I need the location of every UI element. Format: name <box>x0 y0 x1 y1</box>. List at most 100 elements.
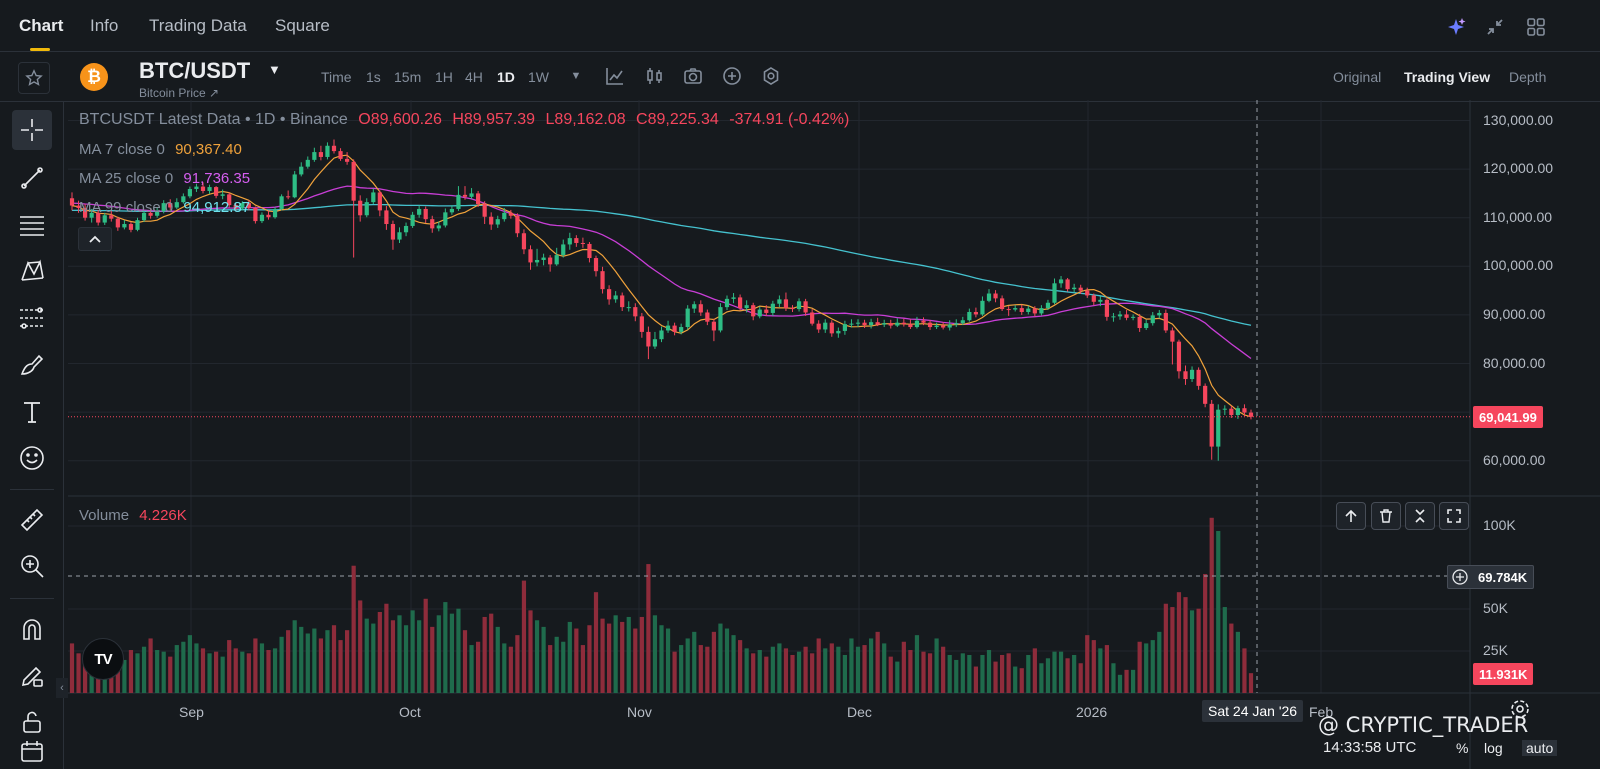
ai-sparkle-icon[interactable] <box>1444 15 1468 39</box>
lock-tool[interactable] <box>12 702 52 742</box>
candle-body <box>738 297 743 309</box>
tradingview-logo[interactable]: TV <box>82 638 124 680</box>
camera-icon[interactable] <box>683 66 703 86</box>
settings-gear-icon[interactable] <box>761 66 781 86</box>
interval-1s[interactable]: 1s <box>366 69 381 85</box>
pattern-tool[interactable] <box>12 251 52 291</box>
axis-settings-gear-icon[interactable] <box>1509 698 1531 725</box>
interval-1w[interactable]: 1W <box>528 69 549 85</box>
auto-scale-toggle[interactable]: auto <box>1522 740 1558 756</box>
candle-body <box>888 323 893 326</box>
volume-bar <box>541 626 546 693</box>
favorite-star-button[interactable] <box>18 62 50 94</box>
collapse-arrows-icon[interactable] <box>1483 15 1507 39</box>
bitcoin-price-link[interactable]: Bitcoin Price ↗ <box>139 86 220 100</box>
time-tick-label: Oct <box>399 704 421 720</box>
tab-trading-data[interactable]: Trading Data <box>149 16 247 35</box>
volume-bar <box>1235 631 1240 693</box>
horizontal-lines-tool[interactable] <box>12 205 52 245</box>
collapse-legend-button[interactable] <box>78 227 112 251</box>
volume-bar <box>122 659 127 693</box>
volume-bar <box>561 641 566 693</box>
volume-bar <box>908 650 913 693</box>
volume-bar <box>554 636 559 693</box>
crosshair-tool[interactable] <box>12 110 52 150</box>
volume-bar <box>345 630 350 693</box>
interval-1d[interactable]: 1D <box>497 69 515 85</box>
collapse-pane-button[interactable] <box>1405 502 1435 530</box>
candle-body <box>973 311 978 315</box>
tab-info[interactable]: Info <box>90 16 119 35</box>
interval-1h[interactable]: 1H <box>435 69 453 85</box>
view-original[interactable]: Original <box>1333 69 1382 85</box>
log-scale-toggle[interactable]: log <box>1484 740 1503 756</box>
interval-4h[interactable]: 4H <box>465 69 483 85</box>
volume-bar <box>685 638 690 693</box>
zoom-tool[interactable] <box>12 546 52 586</box>
candle-body <box>115 218 120 228</box>
volume-bar <box>803 646 808 693</box>
candle-body <box>1170 330 1175 342</box>
unlock-icon <box>23 711 41 733</box>
drawing-toolbar <box>0 102 64 769</box>
calendar-tool[interactable] <box>12 734 52 768</box>
volume-bar <box>371 623 376 693</box>
more-intervals-caret-icon[interactable]: ▼ <box>570 70 582 82</box>
volume-bar <box>253 638 258 693</box>
percent-scale-toggle[interactable]: % <box>1456 740 1469 756</box>
volume-bar <box>954 659 959 693</box>
interval-15m[interactable]: 15m <box>394 69 422 85</box>
view-depth[interactable]: Depth <box>1509 69 1547 85</box>
tab-chart[interactable]: Chart <box>19 16 64 35</box>
candle-body <box>796 301 802 310</box>
candle-body <box>528 249 533 263</box>
interval-time[interactable]: Time <box>321 69 352 85</box>
price-tick-label: 130,000.00 <box>1483 111 1554 128</box>
emoji-tool[interactable] <box>12 438 52 478</box>
grid-layout-icon[interactable] <box>1524 15 1548 39</box>
volume-bar <box>174 645 179 693</box>
magnet-tool[interactable] <box>12 609 52 649</box>
trading-pair-selector[interactable]: BTC/USDT <box>139 58 251 83</box>
volume-bar <box>161 651 166 693</box>
candle-body <box>829 322 834 334</box>
caret-down-icon[interactable]: ▼ <box>268 62 281 77</box>
scroll-left-button[interactable]: ‹ <box>56 678 68 698</box>
candle-type-icon[interactable] <box>645 66 665 86</box>
delete-pane-button[interactable] <box>1371 502 1401 530</box>
volume-bar <box>875 631 880 693</box>
volume-tick-label: 100K <box>1483 517 1516 533</box>
candle-body <box>1137 316 1142 329</box>
volume-bar <box>751 653 756 693</box>
trend-line-tool[interactable] <box>12 158 52 198</box>
volume-bar <box>1045 658 1051 693</box>
volume-value: 4.226K <box>139 507 187 524</box>
candle-body <box>246 203 251 208</box>
maximize-pane-button[interactable] <box>1439 502 1469 530</box>
candle-body <box>410 214 415 226</box>
text-tool[interactable] <box>12 392 52 432</box>
candle-body <box>580 242 585 244</box>
candle-body <box>384 210 389 225</box>
volume-bar <box>443 602 448 693</box>
brush-tool[interactable] <box>12 345 52 385</box>
fib-tool[interactable] <box>12 298 52 338</box>
candle-body <box>679 327 684 332</box>
ruler-tool[interactable] <box>12 500 52 540</box>
volume-bar <box>482 616 487 693</box>
view-trading-view[interactable]: Trading View <box>1404 69 1491 85</box>
edit-lock-tool[interactable] <box>12 656 52 696</box>
tab-square[interactable]: Square <box>275 16 330 35</box>
plus-circle-icon[interactable] <box>1452 569 1468 585</box>
indicator-line-icon[interactable] <box>605 66 625 86</box>
volume-bar <box>823 648 828 693</box>
candle-body <box>783 299 789 309</box>
candle-body <box>89 212 94 218</box>
move-pane-up-button[interactable] <box>1336 502 1366 530</box>
candle-body <box>770 303 775 313</box>
ma25-line <box>71 185 1252 360</box>
volume-bar <box>993 661 998 693</box>
add-circle-icon[interactable] <box>722 66 742 86</box>
candle-body <box>515 215 520 234</box>
